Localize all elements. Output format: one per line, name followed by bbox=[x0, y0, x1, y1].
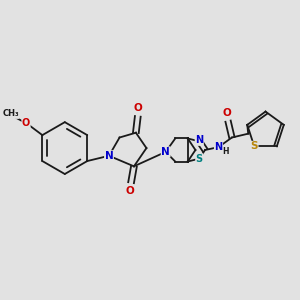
Text: O: O bbox=[22, 118, 30, 128]
Text: N: N bbox=[105, 151, 113, 161]
Text: O: O bbox=[223, 107, 232, 118]
Text: CH₃: CH₃ bbox=[2, 110, 19, 118]
Text: O: O bbox=[134, 103, 142, 113]
Text: H: H bbox=[222, 147, 228, 156]
Text: N: N bbox=[214, 142, 223, 152]
Text: N: N bbox=[195, 135, 203, 146]
Text: N: N bbox=[161, 147, 170, 157]
Text: O: O bbox=[126, 186, 134, 196]
Text: S: S bbox=[196, 154, 203, 164]
Text: S: S bbox=[250, 141, 258, 151]
